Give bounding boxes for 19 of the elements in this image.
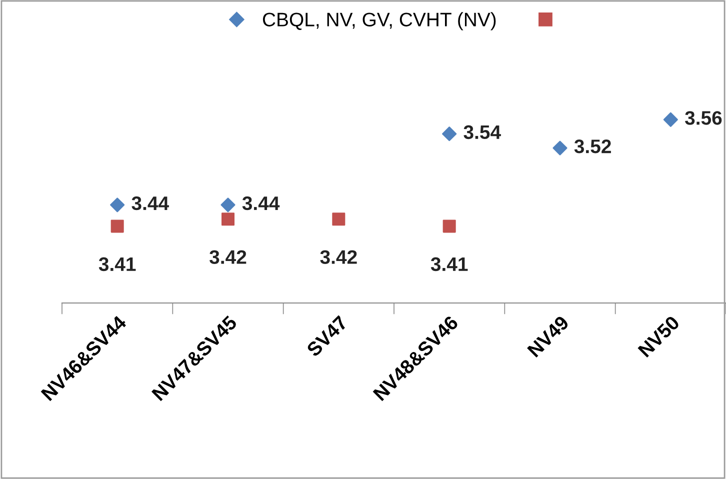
point bbox=[110, 220, 124, 233]
point bbox=[442, 126, 457, 142]
legend-label: CBQL, NV, GV, CVHT (NV) bbox=[262, 12, 496, 30]
point bbox=[221, 212, 235, 226]
point bbox=[663, 112, 678, 127]
data-label: 3.56 bbox=[685, 111, 722, 125]
data-label: 3.41 bbox=[98, 257, 136, 272]
point bbox=[220, 198, 236, 212]
data-label: 3.42 bbox=[210, 250, 246, 264]
point bbox=[552, 140, 568, 156]
data-label: 3.54 bbox=[464, 125, 501, 140]
data-label: 3.44 bbox=[132, 196, 169, 210]
point bbox=[110, 198, 125, 212]
point bbox=[332, 212, 346, 226]
data-label: 3.52 bbox=[574, 140, 611, 154]
point bbox=[442, 220, 456, 233]
data-label: 3.42 bbox=[320, 250, 357, 264]
data-label: 3.41 bbox=[430, 257, 468, 272]
data-label: 3.44 bbox=[242, 196, 280, 210]
